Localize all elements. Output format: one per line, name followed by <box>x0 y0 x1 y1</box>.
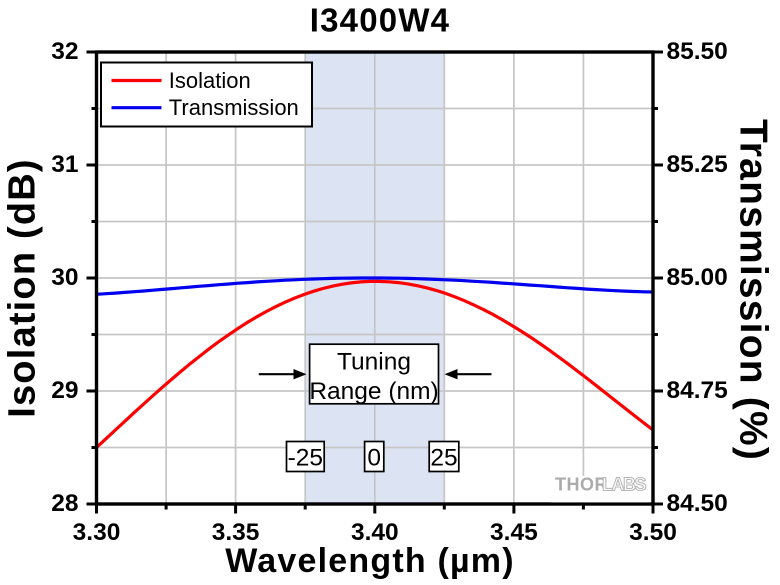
svg-text:0: 0 <box>367 444 381 471</box>
svg-text:30: 30 <box>51 264 78 291</box>
svg-text:3.45: 3.45 <box>490 519 538 546</box>
svg-text:85.00: 85.00 <box>667 264 728 291</box>
svg-text:3.50: 3.50 <box>629 519 677 546</box>
svg-text:THOR: THOR <box>555 475 608 495</box>
svg-text:Wavelength (µm): Wavelength (µm) <box>225 542 514 580</box>
svg-text:Range (nm): Range (nm) <box>309 378 438 405</box>
svg-text:84.50: 84.50 <box>667 490 728 517</box>
svg-text:3.35: 3.35 <box>212 519 260 546</box>
svg-text:Isolation (dB): Isolation (dB) <box>2 158 44 418</box>
svg-text:29: 29 <box>51 377 78 404</box>
svg-text:Tuning: Tuning <box>337 349 411 376</box>
svg-text:-25: -25 <box>288 444 323 471</box>
svg-text:Transmission: Transmission <box>169 95 299 120</box>
svg-text:Transmission (%): Transmission (%) <box>732 119 775 461</box>
svg-text:Isolation: Isolation <box>169 68 251 93</box>
svg-text:I3400W4: I3400W4 <box>310 2 450 39</box>
svg-text:84.75: 84.75 <box>667 377 728 404</box>
svg-text:32: 32 <box>51 38 78 65</box>
svg-text:3.30: 3.30 <box>73 519 121 546</box>
svg-text:25: 25 <box>430 444 457 471</box>
svg-text:28: 28 <box>51 490 78 517</box>
svg-text:31: 31 <box>51 151 78 178</box>
svg-text:3.40: 3.40 <box>351 519 399 546</box>
svg-text:85.50: 85.50 <box>667 38 728 65</box>
svg-text:85.25: 85.25 <box>667 151 728 178</box>
svg-text:LABS: LABS <box>602 475 646 495</box>
